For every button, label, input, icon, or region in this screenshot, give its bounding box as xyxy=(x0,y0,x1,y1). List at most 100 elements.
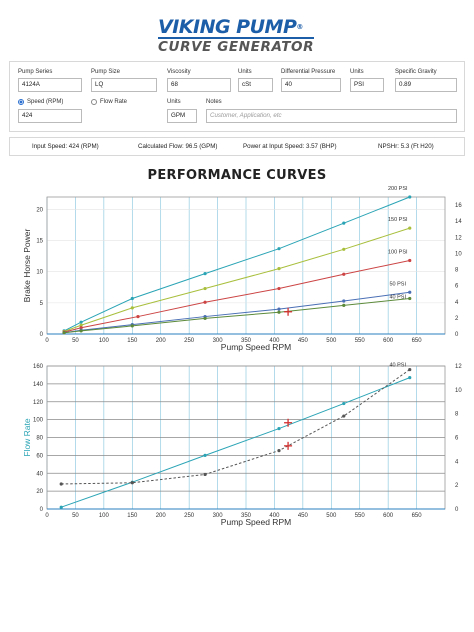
y-tick-label: 15 xyxy=(36,239,43,245)
data-point xyxy=(62,331,66,335)
x-tick-label: 650 xyxy=(412,338,423,344)
y-tick-label: 60 xyxy=(36,453,43,459)
flow-units-select[interactable]: GPM xyxy=(167,109,197,123)
viscosity-units-label: Units xyxy=(238,69,252,75)
x-tick-label: 450 xyxy=(298,513,309,519)
data-point xyxy=(408,226,412,230)
x-tick-label: 200 xyxy=(156,513,167,519)
logo-line2: CURVE GENERATOR xyxy=(158,37,315,55)
data-point xyxy=(203,453,207,457)
y-tick-label: 10 xyxy=(36,270,43,276)
input-speed-text: Input Speed: 424 (RPM) xyxy=(32,143,99,150)
y2-tick-label: 6 xyxy=(455,284,459,290)
y-tick-label: 120 xyxy=(33,400,44,406)
y-tick-label: 160 xyxy=(33,364,44,370)
x-tick-label: 450 xyxy=(298,338,309,344)
x-tick-label: 50 xyxy=(72,338,79,344)
y-tick-label: 140 xyxy=(33,382,44,388)
viscosity-field[interactable]: 68 xyxy=(167,78,231,92)
data-point xyxy=(136,314,140,319)
x-tick-label: 300 xyxy=(213,338,224,344)
y-axis-title: Brake Horse Power xyxy=(22,228,32,302)
data-point xyxy=(130,324,134,328)
data-point xyxy=(59,505,63,509)
data-point xyxy=(277,426,281,431)
data-point xyxy=(408,290,412,294)
data-point xyxy=(342,221,346,225)
x-tick-label: 350 xyxy=(241,513,252,519)
x-tick-label: 0 xyxy=(45,513,49,519)
x-tick-label: 550 xyxy=(355,513,366,519)
data-point xyxy=(277,449,281,453)
data-point xyxy=(203,271,207,276)
data-point xyxy=(130,481,134,485)
data-point xyxy=(277,310,281,314)
y2-tick-label: 14 xyxy=(455,219,462,225)
series-line xyxy=(63,260,410,333)
x-tick-label: 650 xyxy=(412,513,423,519)
x-tick-label: 400 xyxy=(269,513,280,519)
x-tick-label: 600 xyxy=(383,338,394,344)
x-tick-label: 100 xyxy=(99,513,110,519)
data-point xyxy=(342,414,346,418)
y2-tick-label: 8 xyxy=(455,268,459,274)
specific-gravity-field[interactable]: 0.89 xyxy=(395,78,457,92)
npshr-text: NPSHr: 5.3 (Ft H20) xyxy=(378,143,434,150)
y-tick-label: 0 xyxy=(40,507,44,513)
viscosity-label: Viscosity xyxy=(167,69,191,75)
y2-tick-label: 10 xyxy=(455,251,462,257)
x-tick-label: 100 xyxy=(99,338,110,344)
notes-label: Notes xyxy=(206,99,222,105)
x-tick-label: 50 xyxy=(72,513,79,519)
data-point xyxy=(203,300,207,304)
pressure-units-label: Units xyxy=(350,69,364,75)
speed-radio[interactable] xyxy=(18,99,24,105)
x-tick-label: 500 xyxy=(326,338,337,344)
series-label: 200 PSI xyxy=(388,186,408,192)
series-label: 40 PSI xyxy=(389,295,406,301)
y2-tick-label: 16 xyxy=(455,203,462,209)
y2-tick-label: 0 xyxy=(455,507,459,513)
pressure-units-select[interactable]: PSI xyxy=(350,78,384,92)
pump-input-form: Pump Series 4124A Pump Size LQ Viscosity… xyxy=(9,61,465,132)
data-point xyxy=(130,306,134,310)
pump-size-field[interactable]: LQ xyxy=(91,78,157,92)
y2-tick-label: 12 xyxy=(455,364,462,370)
pump-series-label: Pump Series xyxy=(18,69,53,75)
x-tick-label: 250 xyxy=(184,513,195,519)
pump-size-label: Pump Size xyxy=(91,69,121,75)
logo-reg: ® xyxy=(296,23,303,31)
x-tick-label: 300 xyxy=(213,513,224,519)
y2-tick-label: 12 xyxy=(455,235,462,241)
pump-series-field[interactable]: 4124A xyxy=(18,78,82,92)
y2-tick-label: 2 xyxy=(455,483,459,489)
y2-tick-label: 0 xyxy=(455,332,459,338)
series-label: 50 PSI xyxy=(389,281,406,287)
data-point xyxy=(342,272,346,276)
x-tick-label: 150 xyxy=(127,513,138,519)
data-point xyxy=(342,401,346,406)
x-axis-title: Pump Speed RPM xyxy=(221,517,291,527)
data-point xyxy=(79,320,83,324)
page-title: PERFORMANCE CURVES xyxy=(147,168,327,183)
data-point xyxy=(277,267,281,271)
notes-field[interactable]: Customer, Application, etc xyxy=(206,109,457,123)
diff-pressure-label: Differential Pressure xyxy=(281,69,336,75)
data-point xyxy=(342,247,346,251)
series-line xyxy=(64,298,410,334)
y-tick-label: 5 xyxy=(40,301,44,307)
diff-pressure-field[interactable]: 40 xyxy=(281,78,341,92)
speed-field[interactable]: 424 xyxy=(18,109,82,123)
viking-pump-logo: VIKING PUMP® CURVE GENERATOR xyxy=(158,18,318,55)
x-tick-label: 150 xyxy=(127,338,138,344)
power-text: Power at Input Speed: 3.57 (BHP) xyxy=(243,143,337,150)
viscosity-units-select[interactable]: cSt xyxy=(238,78,273,92)
series-label: 40 PSI xyxy=(389,363,406,369)
y-tick-label: 20 xyxy=(36,207,43,213)
data-point xyxy=(203,286,207,291)
flow-rate-radio[interactable] xyxy=(91,99,97,105)
series-line xyxy=(61,369,411,485)
y-axis-title: Flow Rate xyxy=(22,418,32,457)
y-tick-label: 0 xyxy=(40,332,44,338)
data-point xyxy=(277,307,281,311)
